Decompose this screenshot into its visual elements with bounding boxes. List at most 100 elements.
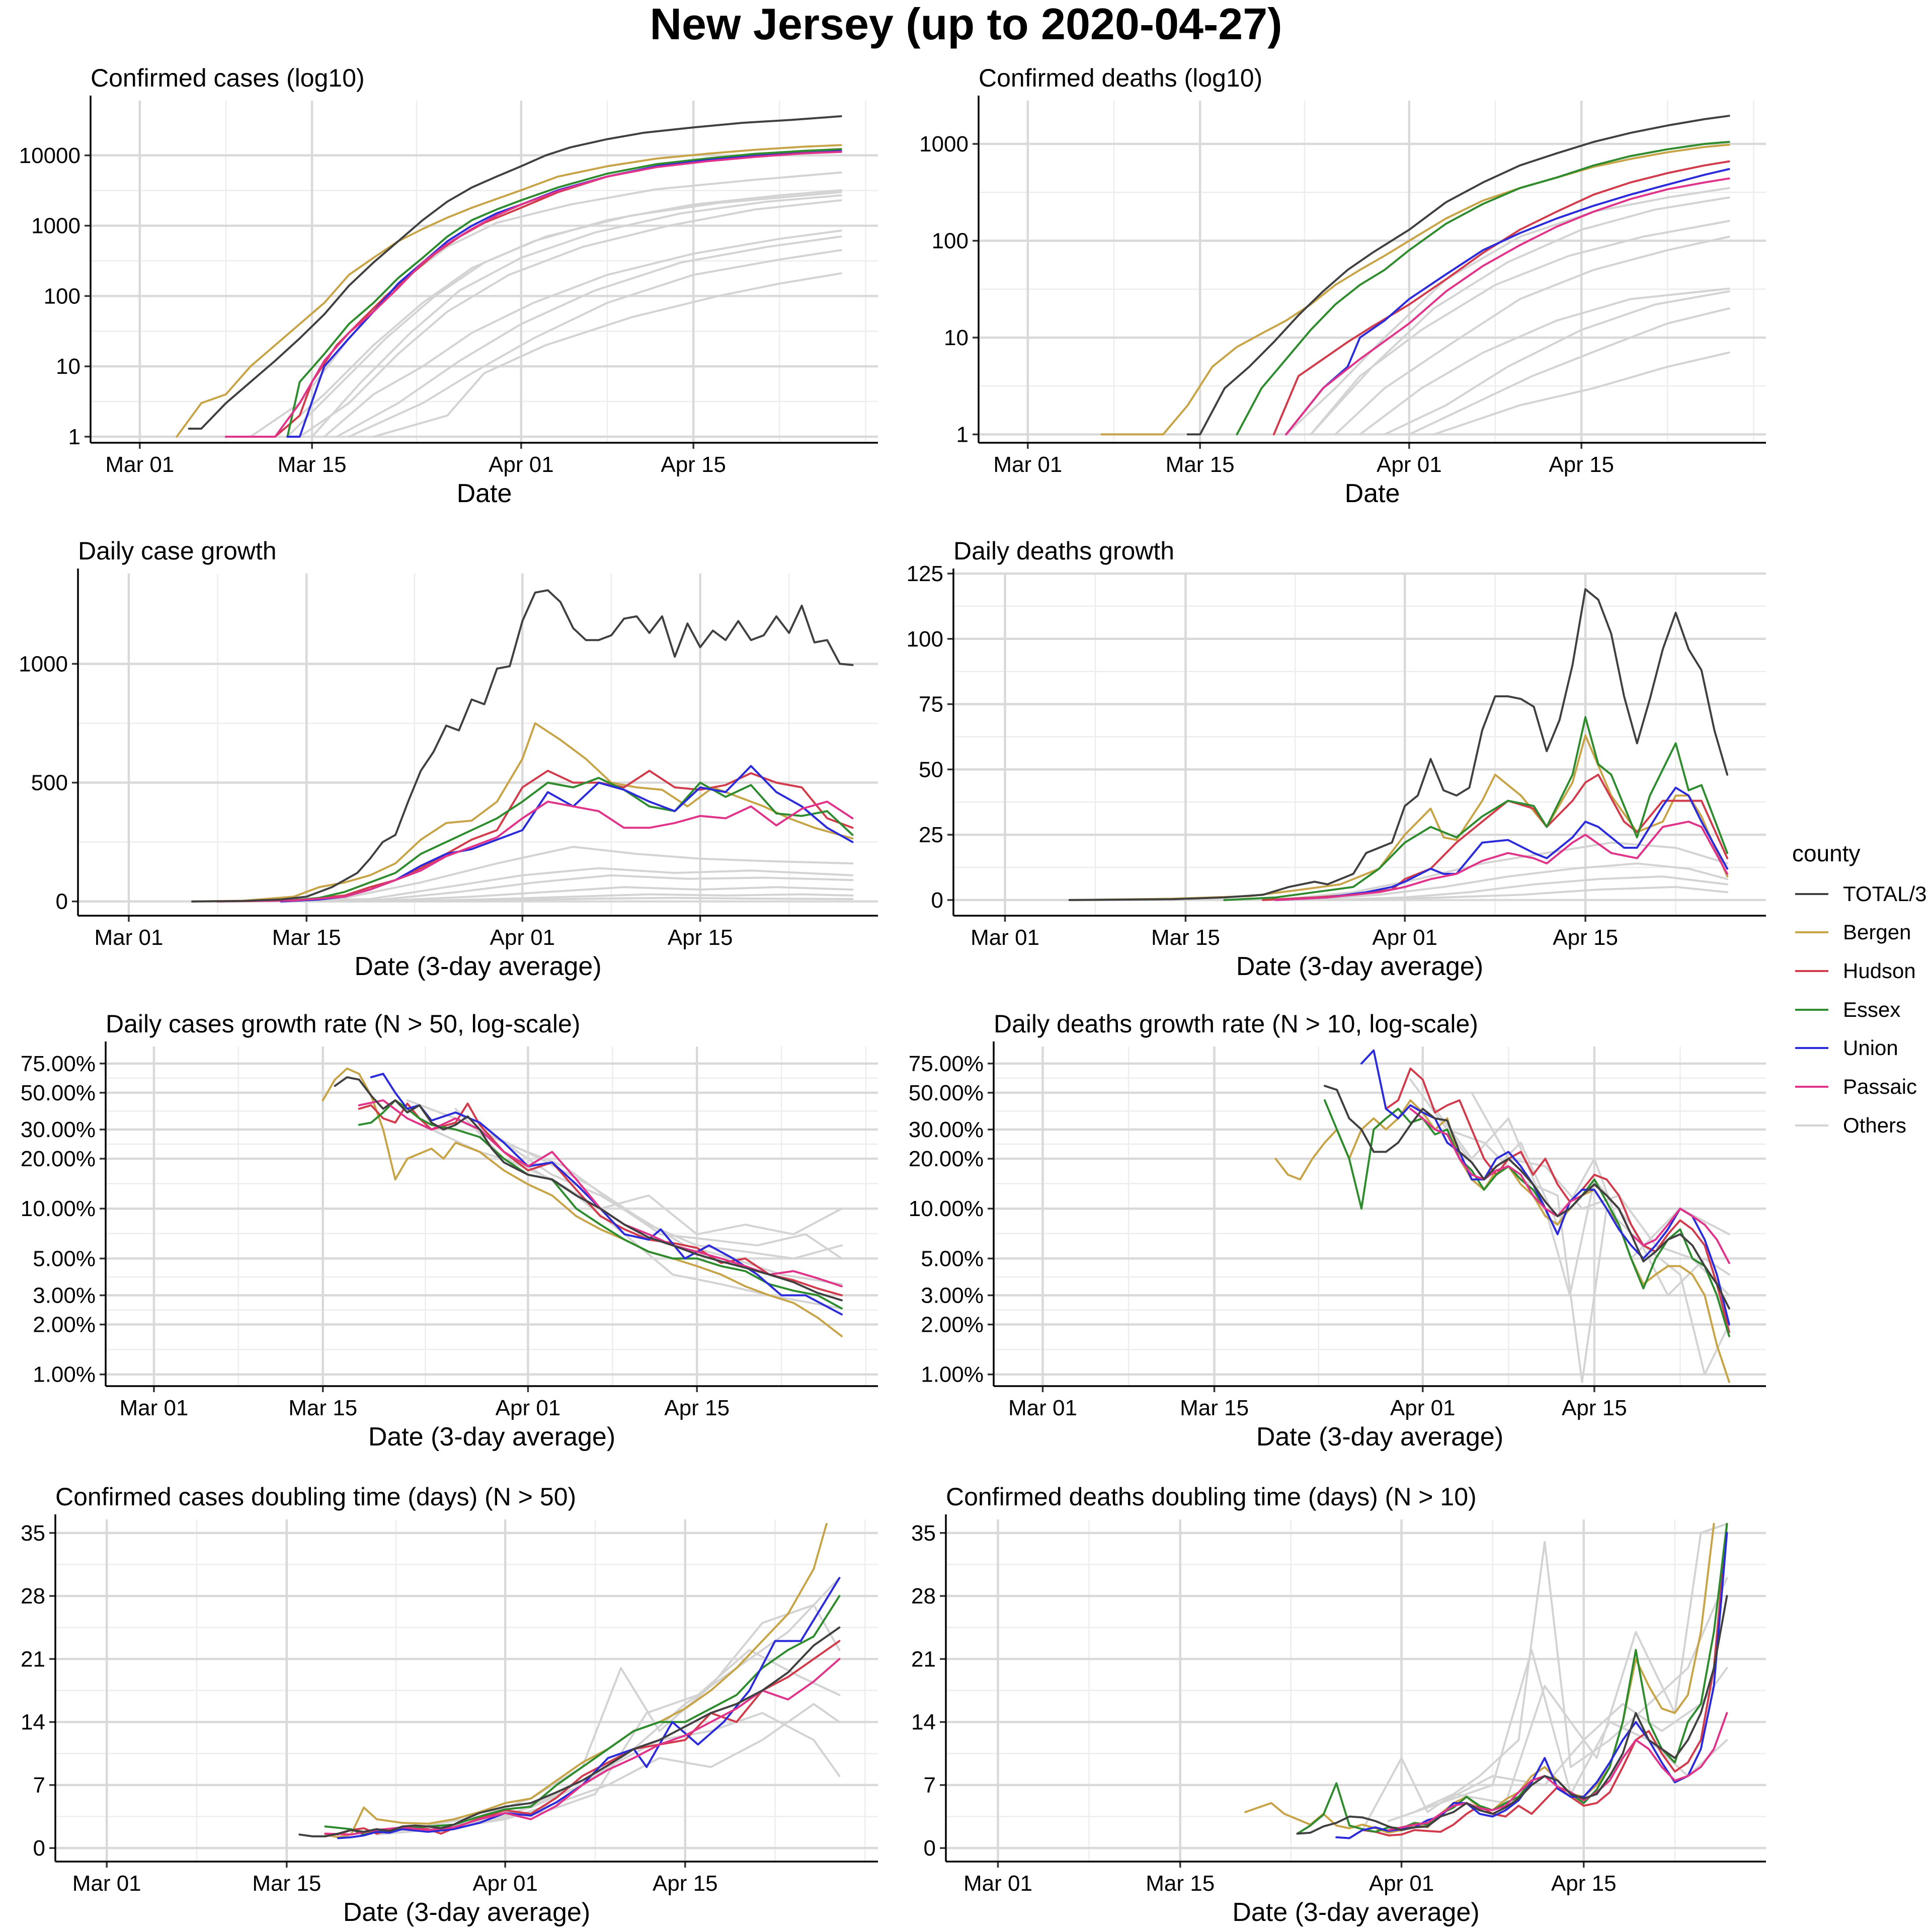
legend-label-others: Others — [1843, 1113, 1906, 1137]
series-line-others — [242, 846, 854, 903]
series-group — [191, 589, 854, 903]
panel-4: Daily deaths growth Mar 01 Mar 15 Apr 01 Apr… — [907, 537, 1766, 981]
series-line-total-3 — [188, 115, 842, 430]
series-line-others — [1334, 235, 1730, 436]
panel-6: Daily deaths growth rate (N > 10, log-sc… — [909, 1010, 1766, 1452]
y-tick-label: 75.00% — [21, 1052, 96, 1076]
x-tick-label: Mar 01 — [993, 452, 1062, 477]
legend-label-essex: Essex — [1843, 998, 1900, 1021]
x-axis-label: Date (3-day average) — [343, 1898, 590, 1927]
y-tick-label: 35 — [911, 1521, 936, 1546]
series-line-others — [344, 897, 854, 903]
series-line-union — [1285, 168, 1730, 436]
series-line-others — [323, 229, 842, 438]
series-line-total-3 — [1323, 1085, 1730, 1310]
x-tick-label: Apr 01 — [1369, 1871, 1434, 1896]
chart-panels: Confirmed cases (log10) Mar 01 Mar 15 Apr 0… — [19, 64, 1766, 1927]
series-line-hudson — [324, 1640, 841, 1836]
y-tick-label: 30.00% — [21, 1117, 96, 1142]
legend-item-total: TOTAL/3 — [1795, 882, 1927, 906]
y-tick-label: 3.00% — [33, 1283, 96, 1308]
y-tick-label: 1.00% — [33, 1362, 96, 1387]
x-tick-label: Mar 01 — [72, 1871, 141, 1896]
panel-title: Daily cases growth rate (N > 50, log-sca… — [106, 1010, 580, 1038]
x-tick-label: Mar 15 — [1146, 1871, 1215, 1896]
panel-title: Confirmed cases doubling time (days) (N … — [55, 1483, 576, 1511]
y-tick-label: 50 — [919, 757, 943, 782]
x-tick-label: Mar 15 — [1151, 925, 1220, 950]
x-tick-label: Mar 15 — [278, 452, 347, 477]
panel-5: Daily cases growth rate (N > 50, log-sca… — [21, 1010, 878, 1452]
series-line-total-3 — [1068, 588, 1729, 901]
y-tick-label: 100 — [44, 284, 80, 308]
series-line-others — [1310, 196, 1730, 436]
series-line-total-3 — [334, 1076, 843, 1302]
series-line-passaic — [1409, 1107, 1730, 1264]
panel-2: Confirmed deaths (log10) Mar 01 Mar 15 Apr … — [919, 64, 1766, 508]
series-line-passaic — [216, 800, 854, 903]
gridlines — [953, 572, 1766, 916]
y-tick-label: 10.00% — [909, 1196, 984, 1221]
x-tick-label: Apr 15 — [1551, 1871, 1617, 1896]
series-line-others — [286, 191, 842, 438]
series-line-others — [267, 867, 854, 903]
x-tick-label: Mar 01 — [1008, 1396, 1077, 1420]
legend-title: county — [1792, 840, 1861, 866]
legend: county TOTAL/3 Bergen Hudson Essex Union… — [1792, 840, 1927, 1137]
y-tick-label: 100 — [932, 229, 969, 254]
series-line-others — [503, 1142, 843, 1260]
series-line-others — [1359, 287, 1730, 436]
y-tick-label: 0 — [924, 1836, 936, 1861]
series-line-essex — [1296, 1522, 1728, 1835]
series-line-others — [249, 171, 842, 438]
x-tick-label: Mar 01 — [963, 1871, 1032, 1896]
x-axis-label: Date — [457, 479, 512, 508]
series-group — [1100, 115, 1730, 436]
series-line-bergen — [1274, 1099, 1730, 1383]
series-line-others — [1285, 187, 1730, 436]
series-group — [1068, 588, 1729, 901]
panel-title: Daily deaths growth rate (N > 10, log-sc… — [994, 1010, 1478, 1038]
x-tick-label: Apr 01 — [472, 1871, 538, 1896]
series-line-bergen — [1244, 1522, 1715, 1834]
legend-item-hudson: Hudson — [1795, 959, 1916, 983]
series-line-hudson — [1361, 1522, 1728, 1837]
series-line-others — [1387, 1649, 1728, 1822]
x-axis-label: Date (3-day average) — [1232, 1898, 1479, 1927]
y-tick-label: 25 — [919, 823, 943, 847]
series-line-total-3 — [191, 589, 854, 903]
y-tick-label: 75.00% — [909, 1052, 984, 1076]
x-tick-label: Mar 01 — [105, 452, 174, 477]
series-line-total-3 — [1186, 115, 1730, 436]
series-line-others — [1434, 1107, 1730, 1297]
y-tick-label: 0 — [33, 1836, 45, 1861]
series-line-essex — [1323, 1099, 1730, 1337]
legend-item-bergen: Bergen — [1795, 920, 1911, 944]
legend-item-others: Others — [1795, 1113, 1906, 1137]
y-tick-label: 30.00% — [909, 1117, 984, 1142]
series-line-union — [1274, 786, 1729, 901]
y-tick-label: 75 — [919, 692, 943, 717]
series-line-others — [1384, 290, 1730, 436]
y-tick-label: 7 — [33, 1773, 45, 1798]
y-tick-label: 2.00% — [33, 1313, 96, 1337]
series-line-union — [1360, 1049, 1730, 1326]
series-group — [321, 1067, 843, 1337]
legend-label-total: TOTAL/3 — [1843, 882, 1927, 906]
y-tick-label: 20.00% — [21, 1147, 96, 1171]
x-axis-label: Date (3-day average) — [1256, 1422, 1503, 1452]
x-tick-label: Mar 15 — [1180, 1396, 1249, 1420]
series-line-others — [1310, 220, 1730, 436]
y-tick-label: 10000 — [19, 143, 80, 168]
y-tick-label: 1000 — [919, 132, 969, 156]
x-tick-label: Mar 15 — [252, 1871, 321, 1896]
gridlines — [91, 101, 878, 443]
series-line-others — [1274, 841, 1729, 901]
series-line-essex — [286, 148, 842, 438]
series-line-hudson — [1272, 160, 1730, 436]
x-axis-label: Date (3-day average) — [368, 1422, 615, 1452]
series-line-others — [311, 194, 842, 438]
x-tick-label: Mar 01 — [119, 1396, 188, 1420]
y-tick-label: 100 — [907, 627, 943, 652]
series-line-others — [1352, 886, 1729, 901]
